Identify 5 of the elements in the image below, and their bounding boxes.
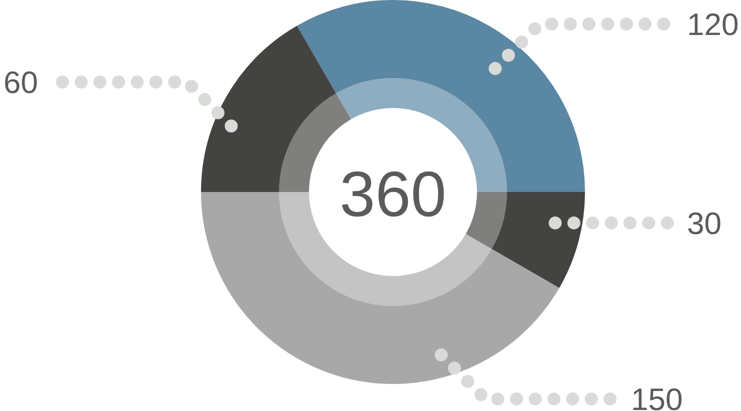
data-label: 120	[687, 7, 739, 42]
data-label: 150	[631, 382, 683, 411]
text: 360	[340, 158, 446, 230]
data-label: 30	[687, 206, 722, 242]
data-label: 60	[4, 65, 38, 100]
